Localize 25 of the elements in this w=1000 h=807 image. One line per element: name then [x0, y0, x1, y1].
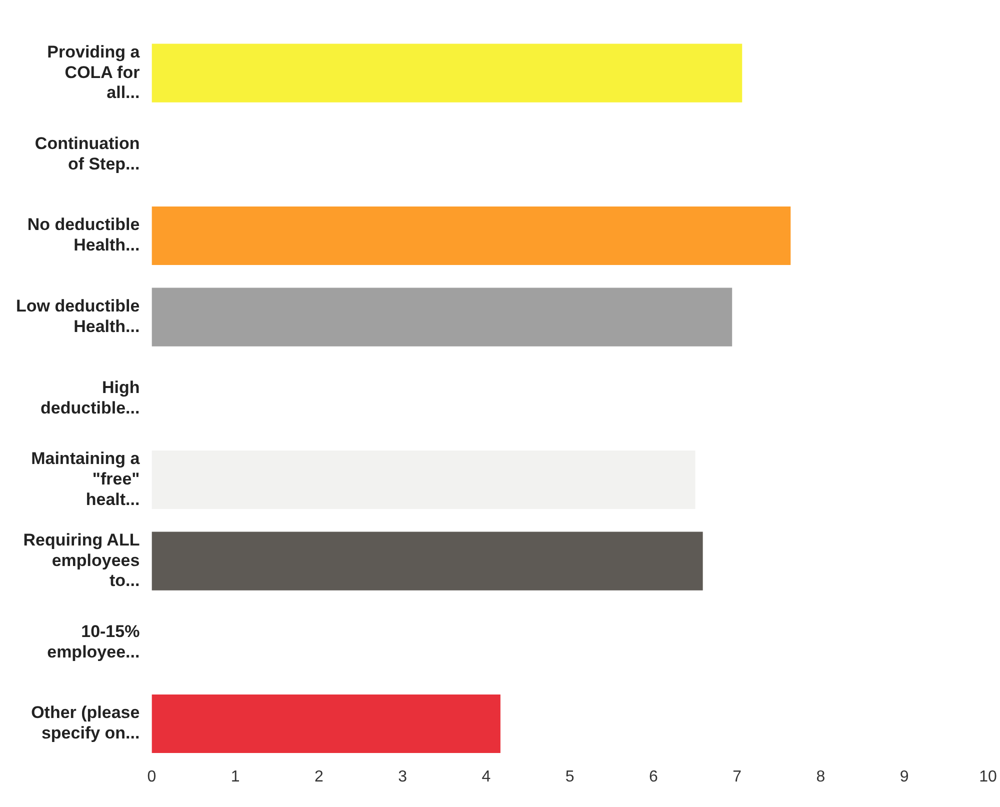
bar	[152, 694, 500, 754]
bar	[152, 532, 703, 590]
x-tick-label: 1	[230, 768, 240, 786]
x-tick-label: 4	[482, 768, 491, 786]
y-tick-label: Maintaining a "free" healt...	[31, 449, 140, 509]
x-tick-label: 10	[979, 768, 997, 786]
y-tick-label: No deductible Health...	[27, 215, 140, 255]
y-tick-label: 10-15% employee...	[47, 622, 140, 662]
x-tick-label: 6	[649, 768, 658, 786]
y-tick-label: Low deductible Health...	[16, 296, 140, 336]
x-tick-label: 9	[900, 768, 909, 786]
bar	[152, 206, 791, 266]
x-tick-label: 3	[398, 768, 408, 786]
bar	[152, 44, 742, 102]
y-tick-label: Requiring ALL employees to...	[23, 530, 140, 590]
bar	[152, 288, 732, 346]
x-tick-label: 8	[816, 768, 826, 786]
y-tick-label: High deductible...	[40, 378, 140, 418]
y-tick-label: Continuation of Step...	[34, 134, 140, 174]
x-tick-label: 7	[732, 768, 742, 786]
y-tick-label: Other (please specify on...	[31, 703, 140, 743]
x-tick-label: 0	[147, 768, 156, 786]
x-tick-label: 2	[314, 768, 324, 786]
y-tick-label: Providing a COLA for all...	[47, 42, 140, 102]
x-tick-label: 5	[565, 768, 574, 786]
